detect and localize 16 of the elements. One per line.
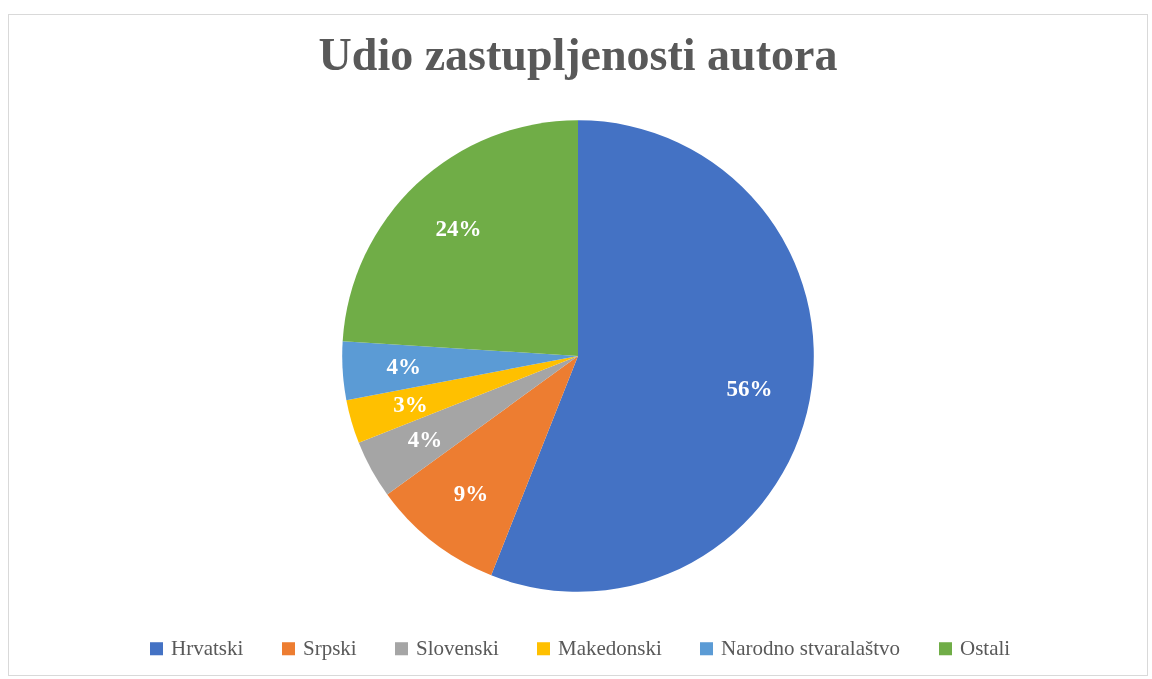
pie-slice	[342, 120, 578, 356]
pie-slice	[491, 120, 814, 592]
legend-label: Srpski	[303, 635, 357, 660]
data-label: 24%	[435, 215, 482, 241]
data-label: 4%	[407, 427, 443, 453]
chart-title: Udio zastupljenosti autora	[318, 29, 838, 80]
legend-label: Narodno stvaralaštvo	[721, 635, 901, 660]
legend-label: Makedonski	[558, 635, 662, 660]
data-label: 9%	[453, 480, 489, 506]
data-label: 3%	[393, 391, 428, 417]
data-label: 56%	[726, 375, 773, 401]
pie-slice	[387, 356, 578, 576]
legend-label: Hrvatski	[171, 635, 244, 660]
legend-label: Slovenski	[416, 635, 500, 660]
legend-label: Ostali	[960, 635, 1011, 660]
data-label: 4%	[386, 353, 422, 379]
